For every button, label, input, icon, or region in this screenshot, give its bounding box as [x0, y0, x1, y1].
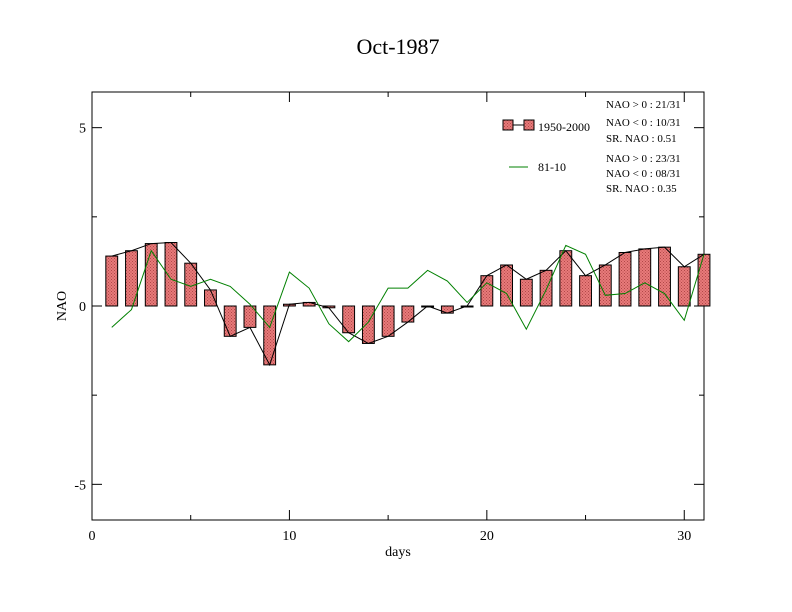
stat-bar-positive: NAO > 0 : 21/31: [606, 99, 681, 111]
x-tick-label: 20: [480, 529, 494, 544]
bar-series: [105, 242, 711, 366]
bar-day-29: [658, 246, 671, 307]
bar-day-14: [361, 305, 375, 344]
bar-series-connector-line: [111, 242, 705, 367]
bar-day-28: [638, 248, 652, 307]
stat-bar-sr: SR. NAO : 0.51: [606, 133, 677, 145]
bar-day-13: [342, 305, 356, 334]
bar-day-31: [697, 253, 711, 307]
bar-day-22: [519, 278, 533, 307]
axis-ticks: 0 10 20 30 5 0 -5: [74, 92, 704, 544]
y-axis-label: NAO: [55, 291, 70, 321]
x-tick-label: 10: [282, 529, 296, 544]
stat-line-sr: SR. NAO : 0.35: [606, 183, 677, 195]
bar-day-20: [480, 275, 494, 307]
stat-line-negative: NAO < 0 : 08/31: [606, 168, 681, 180]
bar-day-26: [598, 264, 612, 307]
y-tick-label: 0: [79, 300, 86, 315]
bar-day-4: [164, 242, 178, 307]
x-tick-label: 0: [89, 529, 96, 544]
x-axis-label: days: [385, 545, 411, 560]
chart-title: Oct-1987: [356, 34, 439, 59]
bar-day-15: [381, 305, 395, 337]
bar-day-21: [500, 264, 514, 307]
bar-day-16: [401, 305, 415, 323]
legend-bar-swatch-left: [502, 119, 514, 131]
legend-bar-swatch-right: [523, 119, 535, 131]
bar-day-1: [105, 255, 119, 307]
bar-day-6: [204, 289, 217, 307]
bar-day-3: [144, 243, 158, 307]
stat-line-positive: NAO > 0 : 23/31: [606, 153, 681, 165]
stat-bar-negative: NAO < 0 : 10/31: [606, 117, 681, 129]
bar-day-7: [223, 305, 237, 337]
line-series: [111, 242, 705, 367]
legend: 1950-2000 81-10 NAO > 0 : 21/31 NAO < 0 …: [502, 99, 681, 195]
legend-label-line: 81-10: [538, 160, 566, 174]
bar-day-25: [579, 275, 592, 307]
line-series-81-10: [111, 244, 705, 343]
y-tick-label: -5: [74, 478, 86, 493]
y-tick-label: 5: [79, 122, 86, 137]
bar-day-24: [559, 250, 573, 307]
legend-label-bar: 1950-2000: [538, 120, 590, 134]
x-tick-label: 30: [677, 529, 691, 544]
bar-day-27: [618, 252, 632, 307]
bar-day-23: [539, 269, 553, 307]
bar-day-30: [677, 266, 691, 307]
